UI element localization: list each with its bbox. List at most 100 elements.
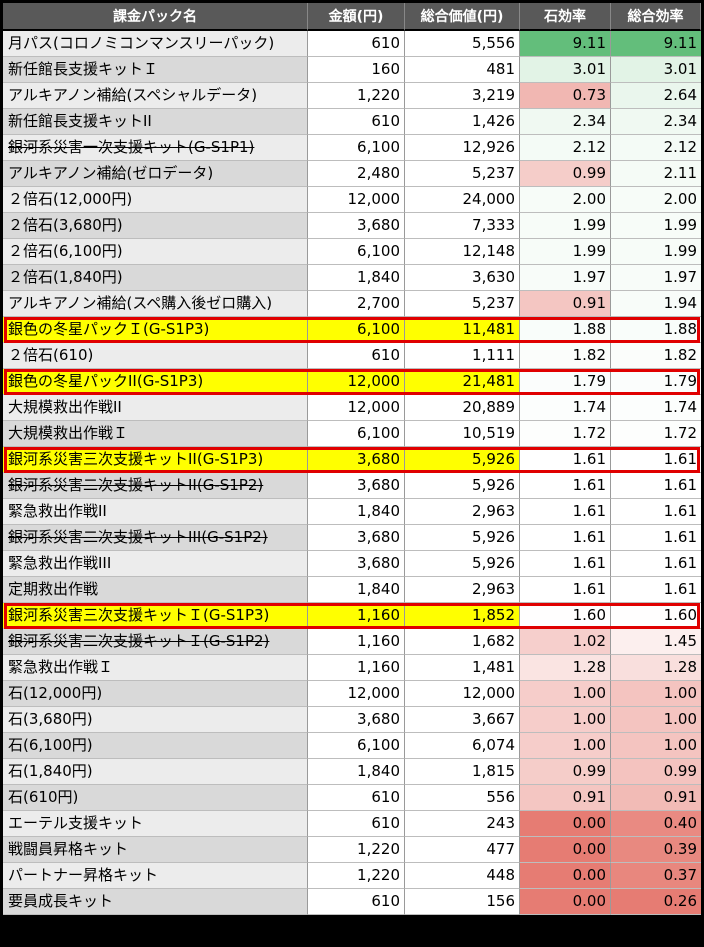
price-cell[interactable]: 1,840 — [308, 759, 405, 785]
pack-name-cell[interactable]: 銀河系災害三次支援キットＩ(G-S1P3) — [3, 603, 308, 629]
price-cell[interactable]: 2,480 — [308, 161, 405, 187]
pack-name-cell[interactable]: アルキアノン補給(ゼロデータ) — [3, 161, 308, 187]
total-value-cell[interactable]: 1,815 — [405, 759, 520, 785]
total-efficiency-cell[interactable]: 1.45 — [611, 629, 701, 655]
price-cell[interactable]: 6,100 — [308, 135, 405, 161]
price-cell[interactable]: 12,000 — [308, 681, 405, 707]
stone-efficiency-cell[interactable]: 1.99 — [520, 213, 611, 239]
stone-efficiency-cell[interactable]: 1.28 — [520, 655, 611, 681]
total-efficiency-cell[interactable]: 0.37 — [611, 863, 701, 889]
total-value-cell[interactable]: 1,481 — [405, 655, 520, 681]
total-efficiency-cell[interactable]: 1.88 — [611, 317, 701, 343]
stone-efficiency-cell[interactable]: 2.34 — [520, 109, 611, 135]
pack-name-cell[interactable]: 石(610円) — [3, 785, 308, 811]
total-efficiency-cell[interactable]: 9.11 — [611, 31, 701, 57]
total-value-cell[interactable]: 1,426 — [405, 109, 520, 135]
stone-efficiency-cell[interactable]: 0.99 — [520, 759, 611, 785]
total-efficiency-cell[interactable]: 1.61 — [611, 577, 701, 603]
total-value-cell[interactable]: 5,926 — [405, 473, 520, 499]
total-efficiency-cell[interactable]: 0.91 — [611, 785, 701, 811]
total-efficiency-cell[interactable]: 1.97 — [611, 265, 701, 291]
stone-efficiency-cell[interactable]: 1.74 — [520, 395, 611, 421]
total-value-cell[interactable]: 5,926 — [405, 525, 520, 551]
stone-efficiency-cell[interactable]: 1.79 — [520, 369, 611, 395]
price-cell[interactable]: 160 — [308, 57, 405, 83]
pack-name-cell[interactable]: 定期救出作戦 — [3, 577, 308, 603]
total-value-cell[interactable]: 1,111 — [405, 343, 520, 369]
price-cell[interactable]: 3,680 — [308, 707, 405, 733]
total-value-cell[interactable]: 156 — [405, 889, 520, 915]
price-cell[interactable]: 610 — [308, 31, 405, 57]
pack-name-cell[interactable]: エーテル支援キット — [3, 811, 308, 837]
total-value-cell[interactable]: 7,333 — [405, 213, 520, 239]
price-cell[interactable]: 1,160 — [308, 603, 405, 629]
total-value-cell[interactable]: 5,556 — [405, 31, 520, 57]
total-efficiency-cell[interactable]: 1.00 — [611, 733, 701, 759]
price-cell[interactable]: 610 — [308, 109, 405, 135]
price-cell[interactable]: 3,680 — [308, 447, 405, 473]
price-cell[interactable]: 12,000 — [308, 187, 405, 213]
pack-name-cell[interactable]: 要員成長キット — [3, 889, 308, 915]
total-value-cell[interactable]: 3,219 — [405, 83, 520, 109]
total-value-cell[interactable]: 12,926 — [405, 135, 520, 161]
price-cell[interactable]: 6,100 — [308, 421, 405, 447]
pack-name-cell[interactable]: ２倍石(6,100円) — [3, 239, 308, 265]
stone-efficiency-cell[interactable]: 3.01 — [520, 57, 611, 83]
pack-name-cell[interactable]: 新任館長支援キットＩ — [3, 57, 308, 83]
total-efficiency-cell[interactable]: 1.72 — [611, 421, 701, 447]
price-cell[interactable]: 1,840 — [308, 499, 405, 525]
total-efficiency-cell[interactable]: 1.99 — [611, 239, 701, 265]
total-value-cell[interactable]: 2,963 — [405, 499, 520, 525]
total-efficiency-cell[interactable]: 1.99 — [611, 213, 701, 239]
price-cell[interactable]: 1,160 — [308, 629, 405, 655]
total-value-cell[interactable]: 477 — [405, 837, 520, 863]
pack-name-cell[interactable]: 石(6,100円) — [3, 733, 308, 759]
stone-efficiency-cell[interactable]: 1.97 — [520, 265, 611, 291]
stone-efficiency-cell[interactable]: 0.00 — [520, 889, 611, 915]
price-cell[interactable]: 2,700 — [308, 291, 405, 317]
stone-efficiency-cell[interactable]: 1.61 — [520, 473, 611, 499]
total-value-cell[interactable]: 20,889 — [405, 395, 520, 421]
total-value-cell[interactable]: 10,519 — [405, 421, 520, 447]
stone-efficiency-cell[interactable]: 0.00 — [520, 863, 611, 889]
pack-name-cell[interactable]: 石(1,840円) — [3, 759, 308, 785]
price-cell[interactable]: 610 — [308, 785, 405, 811]
header-total-efficiency[interactable]: 総合効率 — [611, 3, 701, 31]
total-value-cell[interactable]: 24,000 — [405, 187, 520, 213]
pack-name-cell[interactable]: 緊急救出作戦II — [3, 499, 308, 525]
pack-name-cell[interactable]: アルキアノン補給(スペ購入後ゼロ購入) — [3, 291, 308, 317]
total-value-cell[interactable]: 5,926 — [405, 551, 520, 577]
total-efficiency-cell[interactable]: 2.11 — [611, 161, 701, 187]
pack-name-cell[interactable]: ２倍石(610) — [3, 343, 308, 369]
total-efficiency-cell[interactable]: 1.61 — [611, 551, 701, 577]
stone-efficiency-cell[interactable]: 0.73 — [520, 83, 611, 109]
stone-efficiency-cell[interactable]: 1.00 — [520, 707, 611, 733]
price-cell[interactable]: 3,680 — [308, 473, 405, 499]
price-cell[interactable]: 12,000 — [308, 395, 405, 421]
total-efficiency-cell[interactable]: 2.12 — [611, 135, 701, 161]
stone-efficiency-cell[interactable]: 0.00 — [520, 837, 611, 863]
total-efficiency-cell[interactable]: 0.26 — [611, 889, 701, 915]
total-efficiency-cell[interactable]: 1.61 — [611, 525, 701, 551]
total-efficiency-cell[interactable]: 0.39 — [611, 837, 701, 863]
stone-efficiency-cell[interactable]: 1.61 — [520, 551, 611, 577]
price-cell[interactable]: 3,680 — [308, 525, 405, 551]
price-cell[interactable]: 6,100 — [308, 239, 405, 265]
stone-efficiency-cell[interactable]: 1.82 — [520, 343, 611, 369]
price-cell[interactable]: 1,220 — [308, 863, 405, 889]
pack-name-cell[interactable]: 銀河系災害二次支援キットＩ(G-S1P2) — [3, 629, 308, 655]
pack-name-cell[interactable]: 月パス(コロノミコンマンスリーパック) — [3, 31, 308, 57]
pack-name-cell[interactable]: 銀色の冬星パックII(G-S1P3) — [3, 369, 308, 395]
header-stone-efficiency[interactable]: 石効率 — [520, 3, 611, 31]
pack-name-cell[interactable]: 銀河系災害二次支援キットII(G-S1P2) — [3, 473, 308, 499]
total-efficiency-cell[interactable]: 3.01 — [611, 57, 701, 83]
total-value-cell[interactable]: 448 — [405, 863, 520, 889]
stone-efficiency-cell[interactable]: 1.72 — [520, 421, 611, 447]
pack-name-cell[interactable]: 石(12,000円) — [3, 681, 308, 707]
pack-name-cell[interactable]: 新任館長支援キットII — [3, 109, 308, 135]
pack-name-cell[interactable]: 戦闘員昇格キット — [3, 837, 308, 863]
pack-name-cell[interactable]: アルキアノン補給(スペシャルデータ) — [3, 83, 308, 109]
total-efficiency-cell[interactable]: 1.00 — [611, 707, 701, 733]
price-cell[interactable]: 1,220 — [308, 83, 405, 109]
total-efficiency-cell[interactable]: 2.00 — [611, 187, 701, 213]
